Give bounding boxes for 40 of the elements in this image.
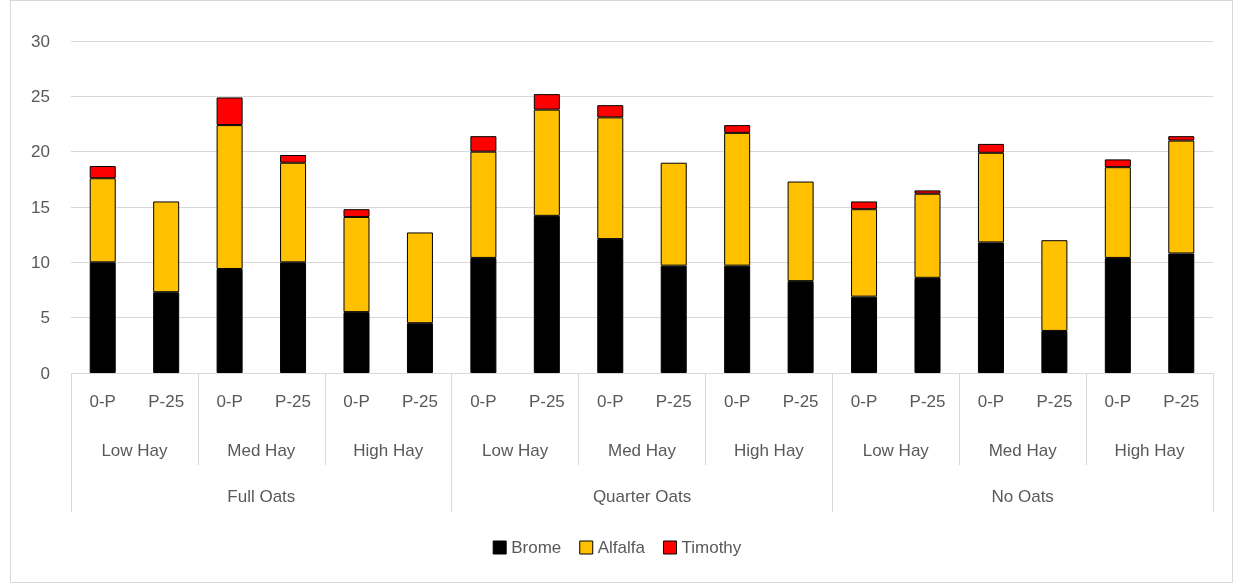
x-tick-label: P-25 [148,392,185,411]
x-tick-label: 0-P [216,392,243,411]
y-tick-label: 0 [40,363,50,383]
legend-label: Alfalfa [597,538,646,557]
text: Med Hay [227,441,296,460]
legend-label: Brome [511,538,562,557]
x-tick-label: 0-P [597,392,624,411]
x-tick-label: 0-P [977,392,1005,411]
text: High Hay [733,441,805,460]
x-tick-label: P-25 [782,392,819,411]
x-tick-label: 0-P [723,392,751,411]
y-tick-label: 5 [40,308,50,328]
text: Low Hay [101,441,169,460]
x-tick-label: 0-P [850,392,878,411]
text: No Oats [991,487,1054,506]
text: High Hay [1114,441,1186,460]
x-tick-label: P-25 [909,392,946,411]
y-tick-label: 25 [31,86,50,106]
y-tick-label: 20 [31,142,50,162]
x-tick-label: 0-P [470,392,497,411]
x-tick-label: P-25 [655,392,692,411]
text: Full Oats [227,487,296,506]
text: Med Hay [607,441,677,460]
x-tick-label: 0-P [343,392,370,411]
x-tick-label: P-25 [1036,392,1073,411]
x-tick-label: P-25 [1163,392,1200,411]
x-tick-label: 0-P [1104,392,1132,411]
text: High Hay [353,441,424,460]
text: Med Hay [988,441,1058,460]
x-tick-label: 0-P [89,392,116,411]
legend-label: Timothy [681,538,742,557]
text: Low Hay [482,441,549,460]
y-tick-label: 15 [31,197,50,217]
x-tick-label: P-25 [401,392,438,411]
text: Low Hay [862,441,930,460]
x-tick-label: P-25 [528,392,565,411]
x-tick-label: P-25 [275,392,312,411]
y-tick-label: 30 [31,31,50,51]
y-tick-label: 10 [31,252,50,272]
text: Quarter Oats [592,487,692,506]
